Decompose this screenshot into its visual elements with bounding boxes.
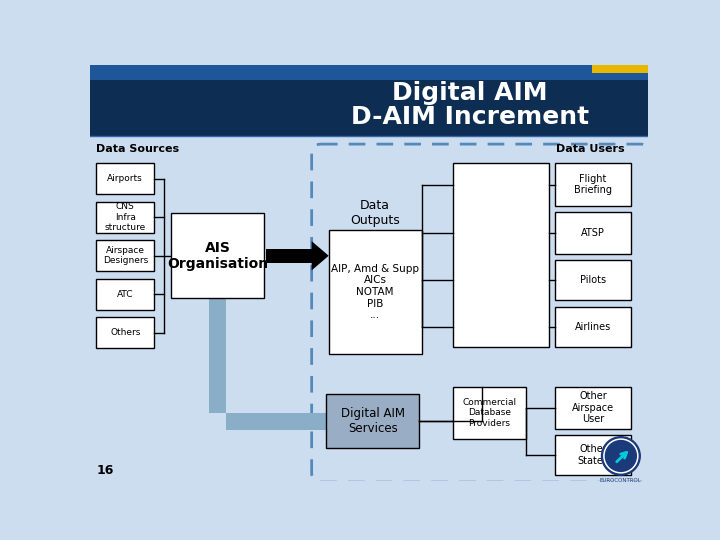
Text: ATSP: ATSP xyxy=(581,228,605,238)
Bar xyxy=(555,164,631,206)
Text: Airports: Airports xyxy=(107,174,143,183)
Text: ATC: ATC xyxy=(117,290,133,299)
Bar xyxy=(96,164,154,194)
Bar xyxy=(555,435,631,475)
Text: Flight
Briefing: Flight Briefing xyxy=(574,174,612,195)
Text: Airspace
Designers: Airspace Designers xyxy=(103,246,148,266)
Bar xyxy=(593,65,648,72)
Text: CNS
Infra
structure: CNS Infra structure xyxy=(104,202,146,232)
Bar xyxy=(226,413,343,430)
Bar xyxy=(96,240,154,271)
Bar xyxy=(90,65,648,80)
Bar xyxy=(555,307,631,347)
Bar xyxy=(555,387,631,429)
Text: Others: Others xyxy=(110,328,140,338)
Text: AIP, Amd & Supp
AICs
NOTAM
PIB
...: AIP, Amd & Supp AICs NOTAM PIB ... xyxy=(331,264,419,320)
Circle shape xyxy=(604,439,638,473)
Bar xyxy=(453,164,549,347)
Text: e: e xyxy=(613,449,626,467)
Text: Data Sources: Data Sources xyxy=(96,144,179,154)
Bar xyxy=(326,394,419,448)
Text: Data Users: Data Users xyxy=(556,144,625,154)
Bar xyxy=(90,65,648,136)
Bar xyxy=(210,298,226,413)
Circle shape xyxy=(606,441,636,471)
Text: Digital AIM
Services: Digital AIM Services xyxy=(341,407,405,435)
Text: Commercial
Database
Providers: Commercial Database Providers xyxy=(462,398,516,428)
Polygon shape xyxy=(343,404,362,438)
Polygon shape xyxy=(312,241,329,271)
Text: Digital AIM: Digital AIM xyxy=(392,80,547,105)
Text: Other
States: Other States xyxy=(577,444,608,466)
Bar xyxy=(453,387,526,439)
Text: Airlines: Airlines xyxy=(575,322,611,332)
Bar xyxy=(266,249,312,262)
Bar xyxy=(96,279,154,309)
Bar xyxy=(555,260,631,300)
Bar xyxy=(329,231,422,354)
Bar xyxy=(555,212,631,254)
Bar xyxy=(96,202,154,233)
Bar xyxy=(96,318,154,348)
Text: Other
Airspace
User: Other Airspace User xyxy=(572,392,614,424)
Circle shape xyxy=(601,437,640,475)
Text: Data
Outputs: Data Outputs xyxy=(351,199,400,227)
Text: AIS
Organisation: AIS Organisation xyxy=(167,241,269,271)
Text: Pilots: Pilots xyxy=(580,275,606,286)
Text: EUROCONTROL: EUROCONTROL xyxy=(600,478,642,483)
Bar xyxy=(171,213,264,298)
Text: D-AIM Increment: D-AIM Increment xyxy=(351,105,589,129)
Text: 16: 16 xyxy=(96,464,114,477)
